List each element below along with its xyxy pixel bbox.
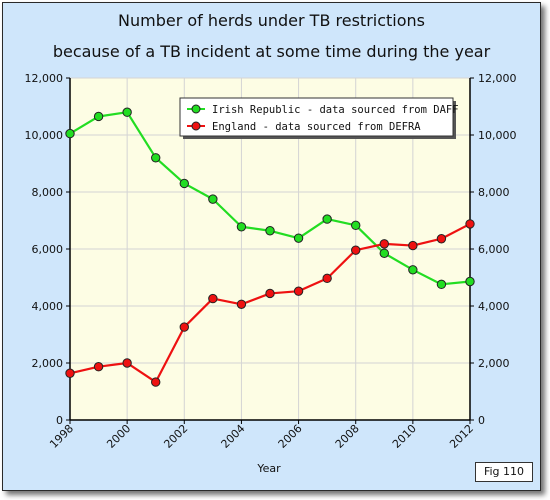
- data-point-series-2: [465, 219, 475, 229]
- x-tick-label: 2004: [219, 422, 248, 451]
- x-tick-label: 2008: [333, 422, 362, 451]
- legend-box: [179, 97, 454, 137]
- data-point-series-2: [65, 368, 75, 378]
- y-tick-label-right: 4,000: [478, 300, 510, 313]
- data-point-series-1: [322, 214, 332, 224]
- data-point-series-2: [379, 239, 389, 249]
- data-point-series-2: [436, 234, 447, 244]
- x-tick-label: 2002: [161, 422, 190, 451]
- data-point-series-2: [93, 362, 104, 372]
- data-point-series-2: [408, 240, 418, 251]
- data-point-series-1: [151, 153, 161, 163]
- chart-title: Number of herds under TB restrictions: [118, 11, 425, 30]
- x-tick-label: 1998: [47, 422, 76, 451]
- y-tick-label-left: 2,000: [32, 357, 64, 370]
- legend-label: England - data sourced from DEFRA: [212, 121, 421, 133]
- legend-marker: [191, 104, 201, 114]
- data-point-series-1: [351, 220, 361, 231]
- y-tick-label-right: 6,000: [478, 243, 510, 256]
- data-point-series-1: [236, 222, 247, 232]
- data-point-series-2: [122, 358, 132, 368]
- data-point-series-2: [208, 293, 218, 304]
- y-tick-label-left: 6,000: [32, 243, 64, 256]
- legend-marker: [191, 121, 201, 131]
- data-point-series-2: [151, 377, 161, 387]
- x-tick-label: 2010: [390, 422, 419, 451]
- data-point-series-2: [236, 299, 247, 309]
- data-point-series-1: [379, 248, 389, 258]
- data-point-series-2: [322, 273, 332, 284]
- data-point-series-1: [265, 226, 275, 236]
- y-tick-label-left: 0: [56, 414, 63, 427]
- y-tick-label-left: 4,000: [32, 300, 64, 313]
- chart-subtitle: because of a TB incident at some time du…: [52, 42, 491, 61]
- x-tick-label: 2000: [104, 422, 133, 451]
- data-point-series-1: [93, 111, 104, 122]
- y-tick-label-left: 10,000: [25, 129, 64, 142]
- y-tick-label-left: 8,000: [32, 186, 64, 199]
- data-point-series-2: [179, 322, 189, 332]
- x-tick-label: 2006: [276, 422, 305, 451]
- data-point-series-1: [408, 265, 418, 275]
- data-point-series-2: [351, 245, 361, 255]
- y-tick-label-right: 10,000: [478, 129, 517, 142]
- data-point-series-2: [265, 288, 275, 299]
- y-tick-label-right: 0: [478, 414, 485, 427]
- data-point-series-1: [208, 194, 218, 204]
- y-tick-label-right: 2,000: [478, 357, 510, 370]
- data-point-series-1: [436, 279, 447, 290]
- data-point-series-1: [122, 107, 132, 117]
- data-point-series-2: [293, 286, 304, 296]
- x-tick-label: 2012: [447, 422, 476, 451]
- data-point-series-1: [65, 128, 75, 139]
- data-point-series-1: [465, 276, 475, 287]
- data-point-series-1: [179, 178, 189, 189]
- figure-label: Fig 110: [475, 462, 533, 482]
- x-axis-title: Year: [256, 462, 281, 475]
- y-tick-label-right: 12,000: [478, 72, 517, 85]
- y-tick-label-left: 12,000: [25, 72, 64, 85]
- legend-label: Irish Republic - data sourced from DAFF: [212, 104, 459, 116]
- data-point-series-1: [293, 233, 304, 243]
- y-tick-label-right: 8,000: [478, 186, 510, 199]
